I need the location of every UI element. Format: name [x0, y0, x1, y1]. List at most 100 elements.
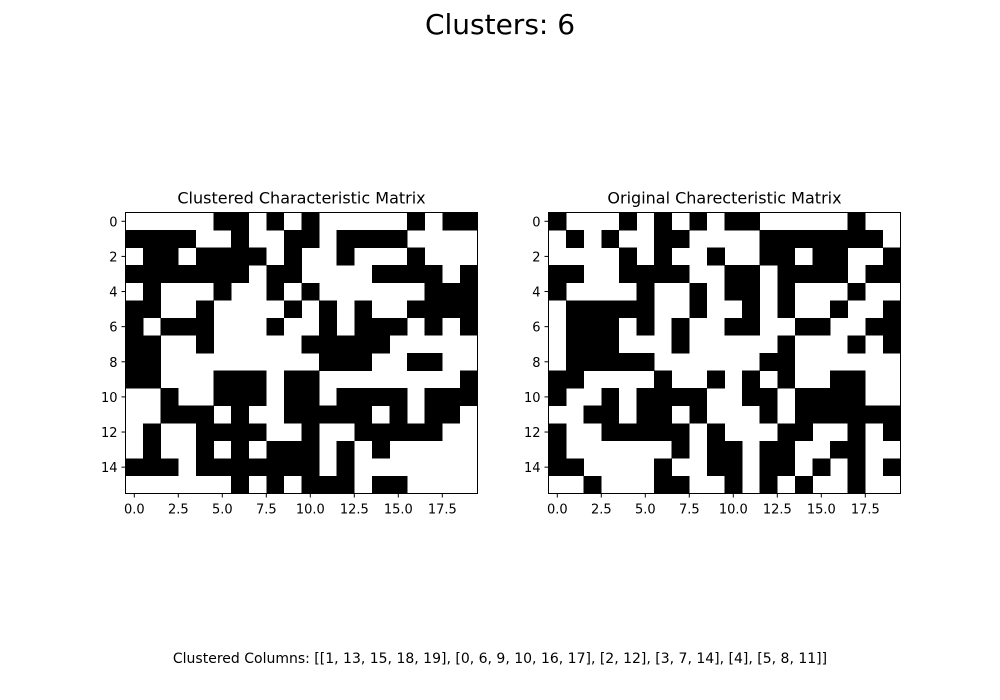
clustered-cell-r5-c11	[319, 300, 337, 319]
original-x-tick-label: 12.5	[763, 503, 792, 518]
original-cell-r3-c15	[812, 265, 831, 284]
clustered-cell-r8-c16	[407, 353, 425, 371]
clustered-cell-r4-c17	[424, 282, 443, 301]
original-cell-r1-c6	[654, 230, 672, 248]
original-cell-r1-c3	[601, 230, 620, 248]
original-x-tick-label: 5.0	[635, 503, 656, 518]
clustered-cell-r3-c6	[231, 265, 249, 284]
original-y-tick-label: 14	[524, 461, 541, 476]
original-cell-r14-c19	[882, 458, 901, 477]
clustered-cell-r4-c18	[442, 282, 461, 301]
original-cell-r3-c13	[777, 265, 796, 284]
clustered-y-tick-label: 8	[109, 356, 117, 371]
clustered-cell-r2-c5	[213, 247, 232, 266]
clustered-cell-r5-c9	[283, 300, 302, 319]
original-cell-r7-c3	[601, 335, 620, 354]
clustered-cell-r11-c10	[301, 405, 320, 424]
original-cell-r5-c2	[583, 300, 602, 319]
original-cell-r3-c10	[724, 265, 743, 284]
original-cell-r12-c0	[548, 423, 567, 442]
clustered-cell-r10-c5	[213, 388, 232, 406]
clustered-cell-r14-c9	[283, 458, 302, 477]
clustered-cell-r8-c13	[354, 353, 373, 371]
original-cell-r11-c5	[636, 405, 655, 424]
clustered-cell-r10-c2	[160, 388, 179, 406]
original-x-tick-label: 7.5	[679, 503, 700, 518]
clustered-cell-r11-c12	[336, 405, 355, 424]
clustered-cell-r14-c5	[213, 458, 232, 477]
original-y-tick-label: 2	[532, 250, 540, 265]
original-cell-r14-c1	[566, 458, 584, 477]
clustered-cell-r4-c10	[301, 282, 320, 301]
clustered-cell-r7-c13	[354, 335, 373, 354]
original-cell-r0-c17	[847, 212, 866, 231]
original-cell-r6-c11	[742, 317, 760, 336]
clustered-cell-r3-c4	[195, 265, 214, 284]
original-cell-r11-c6	[654, 405, 672, 424]
original-cell-r1-c1	[566, 230, 584, 248]
clustered-cell-r0-c5	[213, 212, 232, 231]
original-cell-r3-c0	[548, 265, 567, 284]
clustered-cell-r12-c13	[354, 423, 373, 442]
clustered-cell-r7-c4	[195, 335, 214, 354]
clustered-cell-r6-c19	[459, 317, 478, 336]
clustered-cell-r9-c5	[213, 370, 232, 389]
original-cell-r5-c13	[777, 300, 796, 319]
original-cell-r1-c15	[812, 230, 831, 248]
original-cell-r5-c16	[830, 300, 848, 319]
original-cell-r13-c12	[759, 440, 778, 459]
clustered-cell-r0-c6	[231, 212, 249, 231]
original-matrix-cells	[548, 212, 901, 494]
original-cell-r3-c19	[882, 265, 901, 284]
original-cell-r10-c0	[548, 388, 567, 406]
clustered-cell-r3-c8	[266, 265, 285, 284]
clustered-cell-r5-c1	[143, 300, 161, 319]
clustered-cell-r15-c8	[266, 475, 285, 494]
original-cell-r11-c18	[865, 405, 884, 424]
clustered-cell-r2-c4	[195, 247, 214, 266]
clustered-columns-caption: Clustered Columns: [[1, 13, 15, 18, 19],…	[172, 651, 828, 667]
clustered-cell-r14-c6	[231, 458, 249, 477]
original-cell-r12-c3	[601, 423, 620, 442]
original-cell-r15-c14	[794, 475, 813, 494]
clustered-cell-r12-c5	[213, 423, 232, 442]
original-cell-r4-c17	[847, 282, 866, 301]
clustered-cell-r2-c12	[336, 247, 355, 266]
clustered-cell-r7-c14	[371, 335, 390, 354]
original-cell-r3-c18	[865, 265, 884, 284]
clustered-cell-r3-c16	[407, 265, 425, 284]
clustered-cell-r10-c9	[283, 388, 302, 406]
clustered-cell-r15-c10	[301, 475, 320, 494]
clustered-cell-r11-c3	[178, 405, 197, 424]
clustered-cell-r10-c19	[459, 388, 478, 406]
original-cell-r14-c15	[812, 458, 831, 477]
clustered-cell-r3-c14	[371, 265, 390, 284]
clustered-cell-r10-c10	[301, 388, 320, 406]
clustered-cell-r2-c16	[407, 247, 425, 266]
original-cell-r5-c5	[636, 300, 655, 319]
clustered-x-tick-label: 5.0	[212, 503, 233, 518]
clustered-cell-r10-c6	[231, 388, 249, 406]
original-cell-r12-c19	[882, 423, 901, 442]
clustered-cell-r4-c5	[213, 282, 232, 301]
clustered-cell-r14-c12	[336, 458, 355, 477]
clustered-cell-r5-c19	[459, 300, 478, 319]
clustered-cell-r13-c1	[143, 440, 161, 459]
clustered-cell-r10-c17	[424, 388, 443, 406]
clustered-cell-r12-c16	[407, 423, 425, 442]
clustered-y-tick-label: 4	[109, 286, 117, 301]
original-cell-r9-c11	[742, 370, 760, 389]
original-cell-r2-c13	[777, 247, 796, 266]
clustered-cell-r13-c14	[371, 440, 390, 459]
original-cell-r2-c9	[706, 247, 725, 266]
original-cell-r0-c4	[618, 212, 637, 231]
original-cell-r6-c14	[794, 317, 813, 336]
original-y-tick-label: 6	[532, 321, 540, 336]
clustered-cell-r15-c6	[231, 475, 249, 494]
original-cell-r11-c17	[847, 405, 866, 424]
original-cell-r2-c15	[812, 247, 831, 266]
figure-title: Clusters: 6	[424, 8, 576, 41]
clustered-cell-r12-c15	[389, 423, 408, 442]
original-cell-r8-c3	[601, 353, 620, 371]
original-cell-r10-c11	[742, 388, 760, 406]
